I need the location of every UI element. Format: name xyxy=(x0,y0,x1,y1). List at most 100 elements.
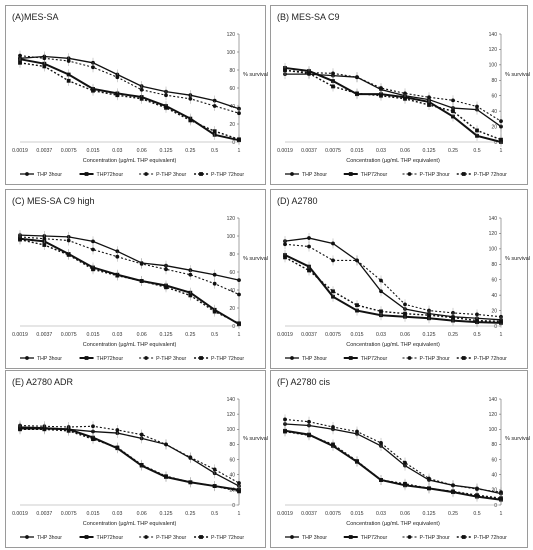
x-tick-label: 0.0037 xyxy=(301,148,317,154)
y-tick-label: 40 xyxy=(229,288,235,294)
data-point xyxy=(115,254,120,259)
x-tick-label: 1 xyxy=(500,332,503,338)
data-point xyxy=(283,255,287,260)
chart-svg: 0 20 40 60 80 100 120 % survival 0.0019 0.0037 0.0… xyxy=(12,216,268,362)
data-point xyxy=(212,104,217,108)
data-point xyxy=(115,93,120,98)
y-tick-label: 40 xyxy=(491,109,497,115)
data-point xyxy=(331,294,335,299)
x-tick-label: 0.0019 xyxy=(12,332,28,338)
data-point xyxy=(139,96,144,101)
legend-label: P-THP 3hour xyxy=(156,172,186,178)
data-point xyxy=(331,84,335,89)
chart-panel-a: 0 20 40 60 80 100 120% survival 0.0019 0.0037 0.0… xyxy=(5,5,268,185)
series-line xyxy=(284,418,502,493)
data-point xyxy=(18,237,22,242)
data-point xyxy=(188,293,193,298)
data-point xyxy=(331,425,335,429)
data-point xyxy=(212,309,217,314)
data-point xyxy=(355,75,359,80)
legend-marker xyxy=(348,535,353,539)
series-line xyxy=(284,430,502,499)
data-point xyxy=(237,111,241,116)
y-axis-label: % survival xyxy=(243,436,268,442)
series-line xyxy=(284,66,502,143)
data-point xyxy=(475,312,479,317)
data-point xyxy=(379,309,383,314)
legend-marker xyxy=(407,356,412,360)
legend-marker xyxy=(199,535,203,539)
data-point xyxy=(188,455,193,460)
y-axis-label: % survival xyxy=(243,256,268,262)
data-point xyxy=(403,311,407,316)
data-point xyxy=(331,71,335,76)
data-point xyxy=(18,427,22,432)
data-point xyxy=(139,279,144,283)
x-tick-label: 0.015 xyxy=(351,148,364,154)
data-point xyxy=(307,236,311,240)
data-point xyxy=(66,253,71,257)
y-tick-label: 0 xyxy=(232,503,235,509)
y-tick-label: 0 xyxy=(232,140,235,146)
data-point xyxy=(499,137,503,142)
chart-title: (D) A2780 xyxy=(277,196,318,206)
data-point xyxy=(91,88,95,93)
data-point xyxy=(66,59,71,63)
legend-label: THP 3hour xyxy=(302,172,327,178)
x-tick-label: 0.125 xyxy=(423,148,436,154)
x-tick-label: 0.0037 xyxy=(36,332,52,338)
data-point xyxy=(475,104,479,109)
legend-marker xyxy=(144,535,148,539)
y-axis-label: % survival xyxy=(505,256,530,262)
x-tick-label: 0.03 xyxy=(112,332,122,338)
chart-title: (E) A2780 ADR xyxy=(12,377,74,387)
data-point xyxy=(379,289,383,294)
data-point xyxy=(237,489,241,494)
legend-marker xyxy=(407,172,412,176)
data-point xyxy=(307,71,311,76)
legend-marker xyxy=(407,535,412,539)
data-point xyxy=(451,109,455,114)
y-tick-label: 120 xyxy=(489,412,498,418)
legend-marker xyxy=(84,172,89,176)
data-point xyxy=(91,239,95,244)
data-point xyxy=(355,303,359,308)
x-tick-label: 0.03 xyxy=(112,148,122,154)
data-point xyxy=(451,483,455,488)
legend-marker xyxy=(461,535,466,539)
x-tick-label: 0.0037 xyxy=(301,332,317,338)
data-point xyxy=(451,114,455,119)
legend-label: P-THP 72hour xyxy=(211,356,244,362)
legend-marker xyxy=(144,172,148,176)
chart-panel-d: 0 20 40 60 80 100 120 140 % survival 0.0019 0.0037… xyxy=(270,189,530,369)
x-tick-label: 0.125 xyxy=(160,511,173,517)
x-tick-label: 1 xyxy=(500,148,503,154)
legend-marker xyxy=(461,356,466,360)
x-tick-label: 0.06 xyxy=(400,511,410,517)
data-point xyxy=(212,467,217,472)
x-tick-label: 0.5 xyxy=(473,148,480,154)
chart-panel-c: 0 20 40 60 80 100 120 % survival 0.0019 0.0037 0.0… xyxy=(5,189,268,369)
chart-panel-b: 0 20 40 60 80 100 120 140 % survival 0.0019 0.0037… xyxy=(270,5,530,185)
x-tick-label: 0.25 xyxy=(448,148,458,154)
x-tick-label: 0.0019 xyxy=(277,511,293,517)
y-tick-label: 120 xyxy=(227,32,236,38)
data-point xyxy=(164,93,168,98)
data-point xyxy=(115,273,120,278)
data-point xyxy=(427,95,431,100)
legend-marker xyxy=(290,535,294,539)
legend-label: THP72hour xyxy=(97,535,124,541)
data-point xyxy=(42,56,47,61)
data-point xyxy=(283,68,287,73)
data-point xyxy=(379,86,383,90)
y-tick-label: 120 xyxy=(227,412,236,418)
data-point xyxy=(42,243,47,247)
chart-panel-f: 0 20 40 60 80 100 120 140 % survival 0.0019 0.0037… xyxy=(270,370,530,548)
legend-marker xyxy=(290,172,294,176)
x-tick-label: 0.125 xyxy=(423,332,436,338)
y-tick-label: 100 xyxy=(227,234,236,240)
series-line xyxy=(19,424,240,484)
x-tick-label: 0.06 xyxy=(137,148,147,154)
data-point xyxy=(379,278,383,283)
x-axis-label: Concentration (µg/mL THP equivalent) xyxy=(83,342,177,348)
